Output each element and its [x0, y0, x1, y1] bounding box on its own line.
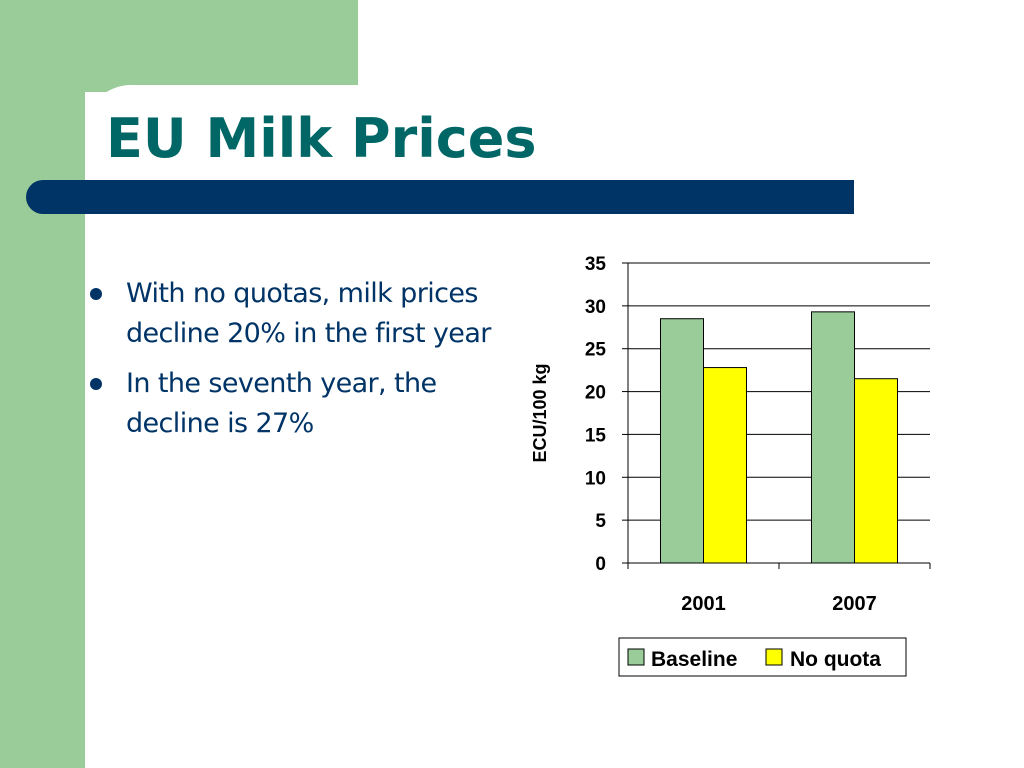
slide-title: EU Milk Prices — [106, 107, 537, 170]
bullet-item: In the seventh year, the decline is 27% — [88, 364, 508, 444]
y-axis-title: ECU/100 kg — [530, 363, 550, 462]
y-tick-label: 15 — [585, 425, 607, 446]
y-tick-label: 35 — [585, 254, 607, 275]
x-category-label: 2007 — [832, 593, 877, 615]
bar-no-quota-2001 — [703, 367, 747, 564]
title-underline-bar — [26, 180, 854, 214]
y-tick-label: 0 — [595, 554, 606, 575]
legend: Baseline No quota — [618, 637, 907, 677]
legend-swatch-baseline — [627, 648, 645, 666]
y-tick-label: 25 — [585, 340, 607, 361]
legend-label-no-quota: No quota — [790, 648, 881, 671]
legend-swatch-no-quota — [765, 648, 783, 666]
legend-label-baseline: Baseline — [651, 648, 737, 671]
bullet-text: With no quotas, milk prices decline 20% … — [126, 278, 491, 349]
bullet-dot-icon — [90, 378, 102, 390]
x-category-label: 2001 — [681, 593, 726, 615]
y-tick-label: 30 — [585, 297, 606, 318]
y-tick-label: 5 — [595, 511, 606, 532]
x-category-labels: 2001 2007 — [681, 593, 877, 615]
bullet-item: With no quotas, milk prices decline 20% … — [88, 274, 508, 354]
bar-baseline-2001 — [660, 318, 704, 564]
bar-no-quota-2007 — [854, 378, 898, 564]
bullet-list: With no quotas, milk prices decline 20% … — [88, 274, 508, 454]
left-accent-strip — [0, 0, 85, 768]
bar-baseline-2007 — [811, 311, 855, 564]
y-tick-labels: 0 5 10 15 20 25 30 35 — [585, 254, 607, 575]
bars — [660, 311, 898, 564]
bar-chart: 0 5 10 15 20 25 30 35 2001 2007 ECU/100 kg Basel… — [530, 254, 931, 677]
top-accent-block — [0, 0, 358, 92]
axes — [627, 263, 931, 569]
y-tick-label: 10 — [585, 468, 606, 489]
bullet-dot-icon — [90, 288, 102, 300]
bullet-text: In the seventh year, the decline is 27% — [126, 368, 437, 439]
legend-box — [618, 637, 907, 677]
y-tick-label: 20 — [585, 383, 606, 404]
